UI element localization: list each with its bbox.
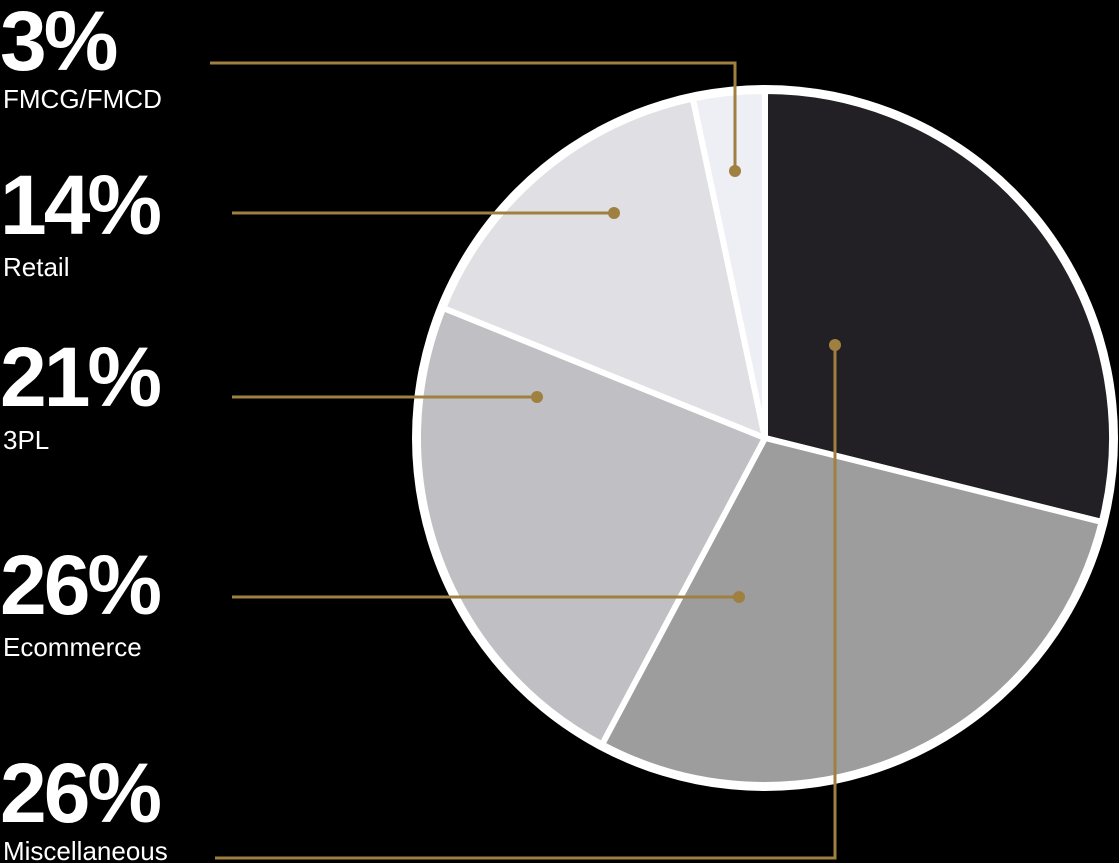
category-label: Miscellaneous <box>3 836 168 863</box>
leader-dot <box>729 165 741 177</box>
pie-slice <box>599 435 1105 788</box>
pie-slice <box>440 95 768 441</box>
category-label: Retail <box>3 252 69 282</box>
category-label: 3PL <box>3 425 49 455</box>
leader-line <box>215 345 837 860</box>
leader-line <box>210 61 737 171</box>
leader-dot <box>608 207 620 219</box>
leader-dot <box>733 591 745 603</box>
pie-slice <box>415 305 768 748</box>
category-label: Ecommerce <box>3 632 142 662</box>
category-label: FMCG/FMCD <box>3 84 162 114</box>
value-label: 14% <box>0 158 160 252</box>
value-label: 26% <box>0 538 160 632</box>
value-label: 26% <box>0 746 160 840</box>
pie-slice <box>762 88 1115 525</box>
pie-slice <box>689 88 768 441</box>
leader-dot <box>531 391 543 403</box>
value-label: 3% <box>0 0 117 88</box>
leader-dot <box>829 339 841 351</box>
value-label: 21% <box>0 330 160 424</box>
